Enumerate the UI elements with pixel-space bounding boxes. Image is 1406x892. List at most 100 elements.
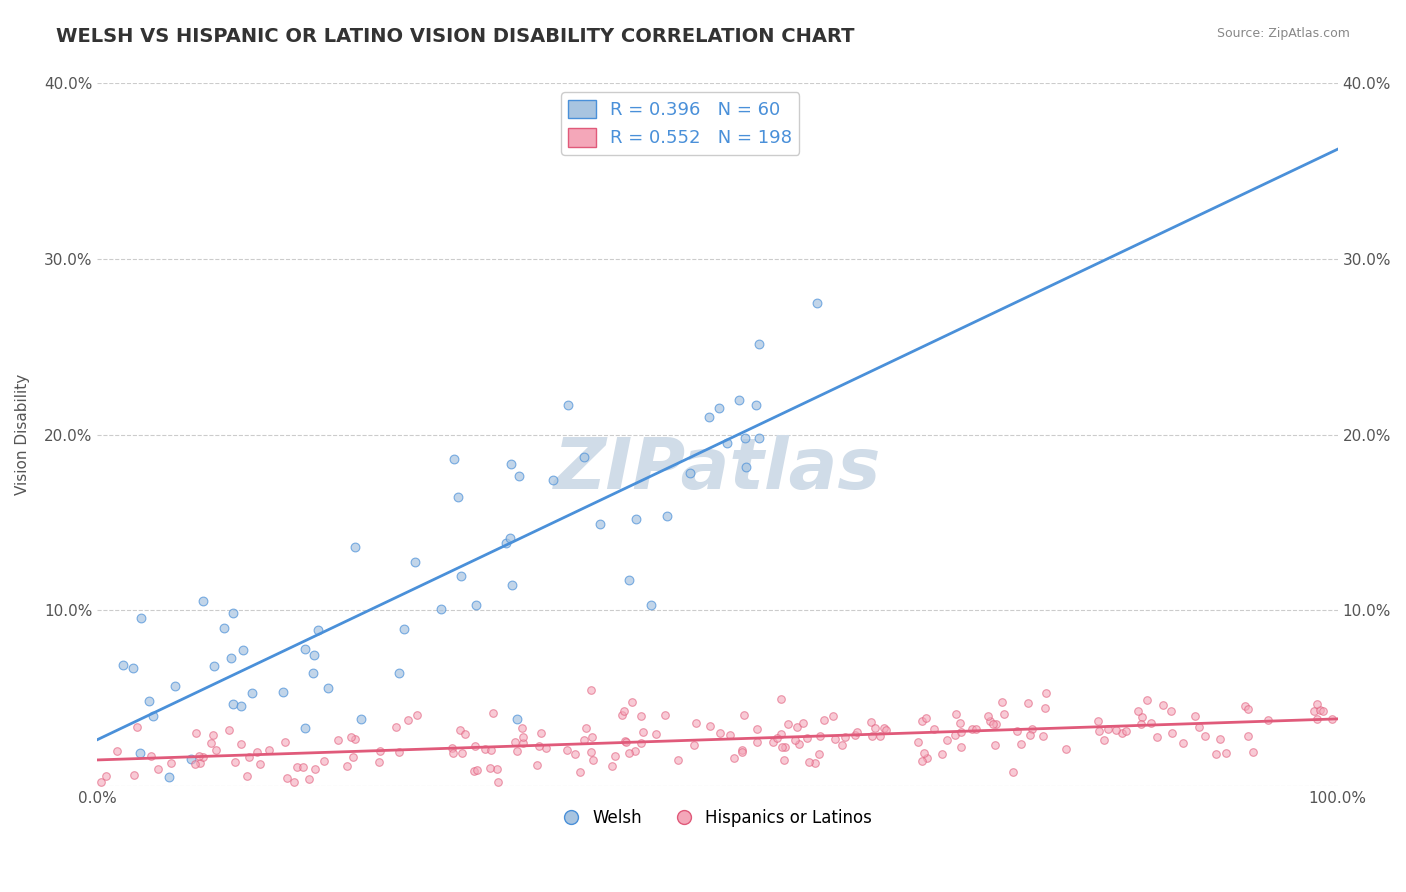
Point (343, 731, 366, 746)
Point (485, 762, 508, 776)
Point (770, 740, 793, 755)
Point (534, 741, 557, 756)
Point (464, 598, 486, 612)
Point (1233, 698, 1256, 713)
Point (762, 735, 785, 749)
Point (748, 430, 770, 444)
Point (121, 661, 143, 675)
Point (796, 731, 818, 745)
Point (645, 726, 668, 740)
Point (1105, 723, 1128, 737)
Point (191, 749, 214, 764)
Point (589, 517, 612, 532)
Point (844, 728, 866, 742)
Point (388, 666, 411, 681)
Point (1115, 724, 1137, 739)
Point (915, 711, 938, 725)
Point (508, 469, 530, 483)
Point (579, 745, 602, 759)
Point (990, 695, 1012, 709)
Point (246, 745, 269, 759)
Point (505, 735, 527, 749)
Point (770, 727, 793, 741)
Point (1184, 708, 1206, 723)
Point (190, 756, 212, 771)
Point (486, 775, 509, 789)
Point (454, 727, 477, 741)
Point (792, 716, 814, 731)
Point (447, 490, 470, 504)
Point (869, 729, 891, 743)
Point (786, 720, 808, 734)
Point (450, 569, 472, 583)
Point (804, 756, 827, 770)
Point (612, 704, 634, 718)
Y-axis label: Vision Disability: Vision Disability (15, 374, 30, 495)
Point (935, 733, 957, 747)
Point (728, 392, 751, 407)
Point (931, 747, 953, 761)
Point (568, 765, 591, 780)
Point (1236, 702, 1258, 716)
Point (1128, 704, 1150, 718)
Point (344, 541, 367, 555)
Point (512, 736, 534, 750)
Point (298, 772, 321, 786)
Point (860, 730, 883, 744)
Legend: Welsh, Hispanics or Latinos: Welsh, Hispanics or Latinos (555, 802, 879, 834)
Point (993, 706, 1015, 721)
Point (1097, 722, 1119, 736)
Point (191, 594, 214, 608)
Point (666, 753, 689, 767)
Point (184, 726, 207, 740)
Point (579, 683, 602, 698)
Point (316, 681, 339, 696)
Point (912, 747, 935, 761)
Point (443, 452, 465, 467)
Point (1312, 704, 1334, 718)
Point (294, 721, 316, 735)
Point (240, 686, 263, 700)
Point (474, 742, 496, 756)
Point (831, 738, 853, 752)
Point (342, 750, 364, 764)
Point (745, 398, 768, 412)
Point (1130, 710, 1153, 724)
Point (983, 717, 1005, 731)
Point (224, 755, 246, 769)
Point (367, 756, 389, 770)
Point (745, 723, 768, 737)
Point (505, 712, 527, 726)
Point (336, 759, 359, 773)
Point (1140, 715, 1163, 730)
Point (813, 714, 835, 728)
Point (396, 713, 419, 727)
Point (1021, 722, 1043, 736)
Point (979, 714, 1001, 728)
Point (748, 337, 770, 351)
Text: ZIPatlas: ZIPatlas (554, 435, 882, 504)
Point (734, 431, 756, 445)
Point (640, 598, 662, 612)
Point (160, 756, 183, 771)
Point (603, 749, 626, 764)
Point (1087, 714, 1109, 729)
Point (783, 733, 806, 747)
Point (202, 659, 225, 673)
Point (806, 296, 828, 310)
Point (911, 714, 934, 728)
Point (481, 706, 503, 720)
Point (1035, 686, 1057, 700)
Point (96, 769, 118, 783)
Point (557, 398, 579, 412)
Point (624, 744, 647, 758)
Point (1187, 720, 1209, 734)
Point (129, 746, 152, 760)
Point (184, 756, 207, 771)
Point (1054, 741, 1077, 756)
Point (349, 712, 371, 726)
Point (1173, 736, 1195, 750)
Point (600, 759, 623, 773)
Point (464, 739, 486, 753)
Point (911, 754, 934, 768)
